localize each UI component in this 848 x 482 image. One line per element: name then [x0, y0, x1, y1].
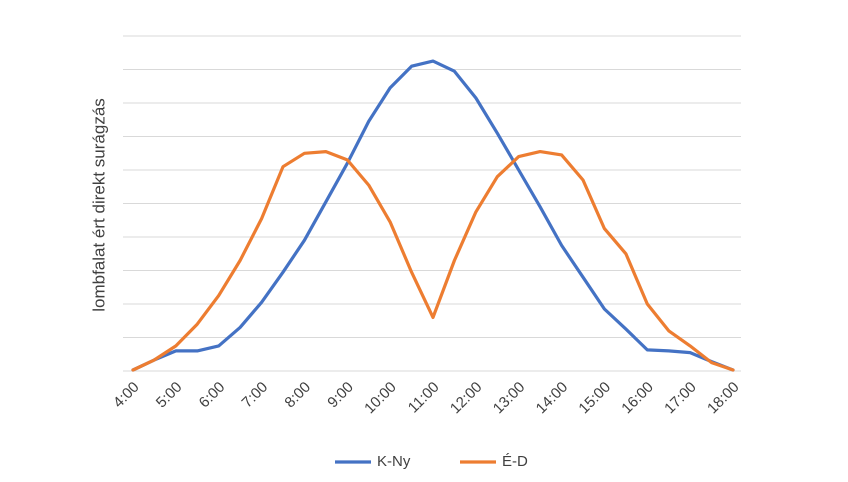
legend-label: É-D — [502, 453, 528, 470]
x-tick-label: 12:00 — [447, 379, 486, 418]
line — [131, 59, 735, 372]
x-tick-label: 8:00 — [281, 379, 314, 412]
x-tick-label: 4:00 — [110, 379, 143, 412]
x-tick-label: 10:00 — [361, 379, 400, 418]
line — [131, 150, 735, 372]
x-tick-label: 7:00 — [239, 379, 272, 412]
x-tick-label: 17:00 — [661, 379, 700, 418]
x-tick-label: 11:00 — [405, 379, 443, 417]
x-tick-label: 14:00 — [533, 379, 572, 418]
x-tick-label: 16:00 — [618, 379, 657, 418]
x-tick-label: 9:00 — [324, 379, 357, 412]
legend-label: K-Ny — [377, 453, 411, 470]
x-tick-label: 15:00 — [575, 379, 614, 418]
y-axis-label: lombfalat ért direkt surágzás — [89, 98, 108, 312]
x-tick-label: 5:00 — [153, 379, 186, 412]
x-tick-label: 13:00 — [490, 379, 529, 418]
x-tick-label: 6:00 — [196, 379, 229, 412]
x-tick-label: 18:00 — [704, 379, 743, 418]
